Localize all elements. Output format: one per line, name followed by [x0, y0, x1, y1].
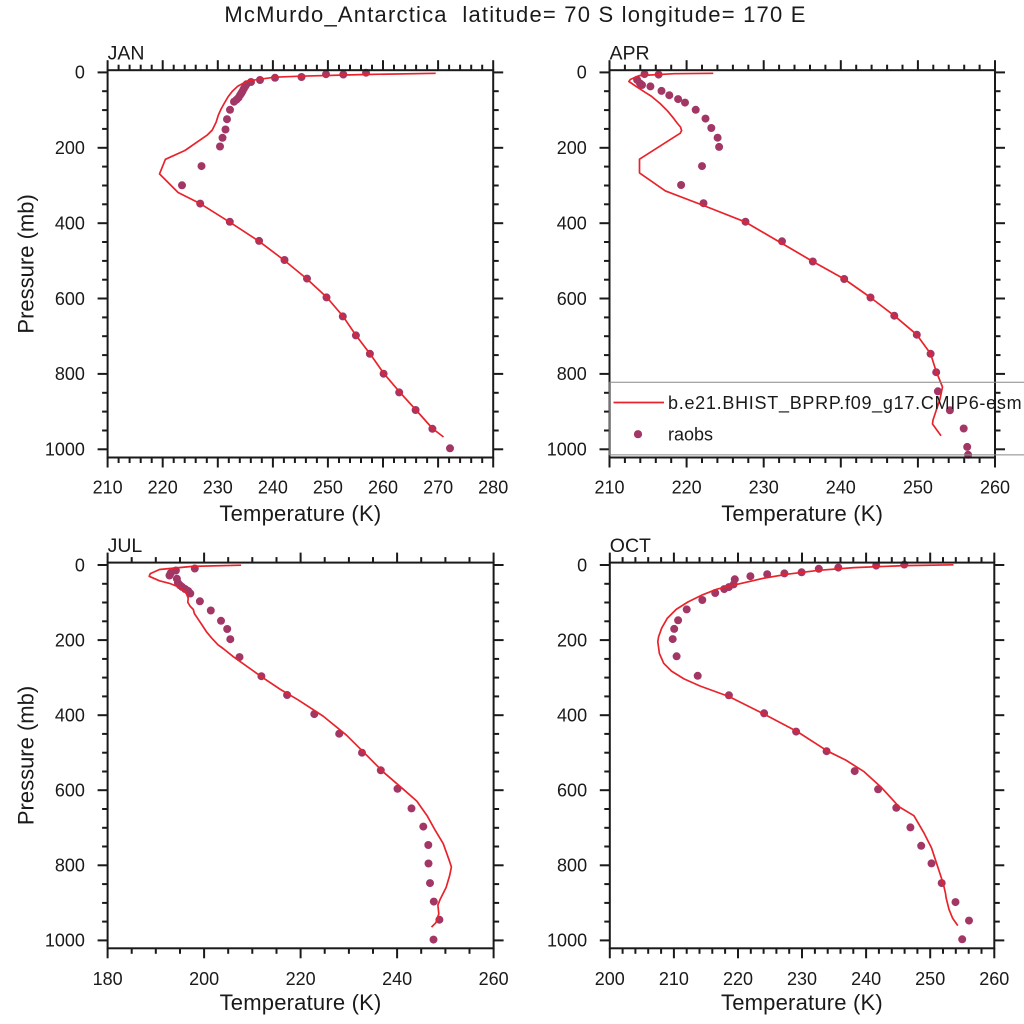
svg-text:240: 240 — [826, 478, 856, 498]
svg-text:Temperature (K): Temperature (K) — [721, 990, 883, 1015]
svg-text:APR: APR — [610, 43, 650, 65]
svg-text:220: 220 — [286, 969, 316, 989]
svg-text:200: 200 — [55, 138, 85, 158]
svg-text:JUL: JUL — [108, 535, 143, 557]
svg-text:200: 200 — [55, 630, 85, 650]
svg-text:240: 240 — [258, 478, 288, 498]
svg-text:220: 220 — [148, 478, 178, 498]
svg-text:800: 800 — [55, 856, 85, 876]
svg-text:Pressure (mb): Pressure (mb) — [14, 686, 39, 825]
svg-text:230: 230 — [787, 969, 817, 989]
svg-text:1000: 1000 — [45, 931, 85, 951]
svg-text:210: 210 — [659, 969, 689, 989]
svg-text:600: 600 — [55, 781, 85, 801]
svg-text:1000: 1000 — [45, 440, 85, 460]
svg-text:260: 260 — [368, 478, 398, 498]
svg-text:Temperature (K): Temperature (K) — [219, 501, 381, 526]
svg-text:280: 280 — [478, 478, 508, 498]
svg-text:OCT: OCT — [610, 535, 651, 557]
svg-text:200: 200 — [189, 969, 219, 989]
svg-text:600: 600 — [557, 781, 587, 801]
svg-text:240: 240 — [382, 969, 412, 989]
svg-text:Temperature (K): Temperature (K) — [220, 990, 382, 1015]
svg-text:220: 220 — [723, 969, 753, 989]
svg-text:230: 230 — [203, 478, 233, 498]
svg-text:260: 260 — [980, 478, 1010, 498]
svg-text:200: 200 — [557, 630, 587, 650]
svg-text:240: 240 — [851, 969, 881, 989]
svg-text:800: 800 — [557, 364, 587, 384]
svg-text:800: 800 — [557, 856, 587, 876]
svg-text:Temperature (K): Temperature (K) — [721, 501, 883, 526]
svg-text:400: 400 — [55, 214, 85, 234]
svg-text:1000: 1000 — [547, 931, 587, 951]
svg-text:400: 400 — [557, 706, 587, 726]
svg-text:260: 260 — [979, 969, 1009, 989]
svg-text:600: 600 — [55, 289, 85, 309]
svg-text:800: 800 — [55, 364, 85, 384]
svg-text:600: 600 — [557, 289, 587, 309]
svg-text:180: 180 — [93, 969, 123, 989]
svg-text:McMurdo_Antarctica latitude=: McMurdo_Antarctica latitude= 70 S longit… — [224, 2, 806, 27]
svg-text:270: 270 — [423, 478, 453, 498]
svg-text:raobs: raobs — [668, 425, 713, 445]
svg-text:0: 0 — [75, 63, 85, 83]
svg-text:400: 400 — [55, 706, 85, 726]
svg-text:0: 0 — [577, 63, 587, 83]
svg-text:JAN: JAN — [108, 43, 145, 65]
svg-text:250: 250 — [313, 478, 343, 498]
svg-text:220: 220 — [672, 478, 702, 498]
svg-text:200: 200 — [557, 138, 587, 158]
svg-text:0: 0 — [577, 555, 587, 575]
svg-text:400: 400 — [557, 214, 587, 234]
svg-text:210: 210 — [93, 478, 123, 498]
svg-text:250: 250 — [915, 969, 945, 989]
svg-text:210: 210 — [594, 478, 624, 498]
svg-text:Pressure (mb): Pressure (mb) — [14, 194, 39, 333]
svg-text:0: 0 — [75, 555, 85, 575]
svg-text:200: 200 — [595, 969, 625, 989]
svg-text:b.e21.BHIST_BPRP.f09_g17.CMIP6: b.e21.BHIST_BPRP.f09_g17.CMIP6-esm.001 — [668, 393, 1024, 414]
svg-text:250: 250 — [903, 478, 933, 498]
svg-text:1000: 1000 — [547, 440, 587, 460]
svg-text:230: 230 — [749, 478, 779, 498]
svg-text:260: 260 — [479, 969, 509, 989]
